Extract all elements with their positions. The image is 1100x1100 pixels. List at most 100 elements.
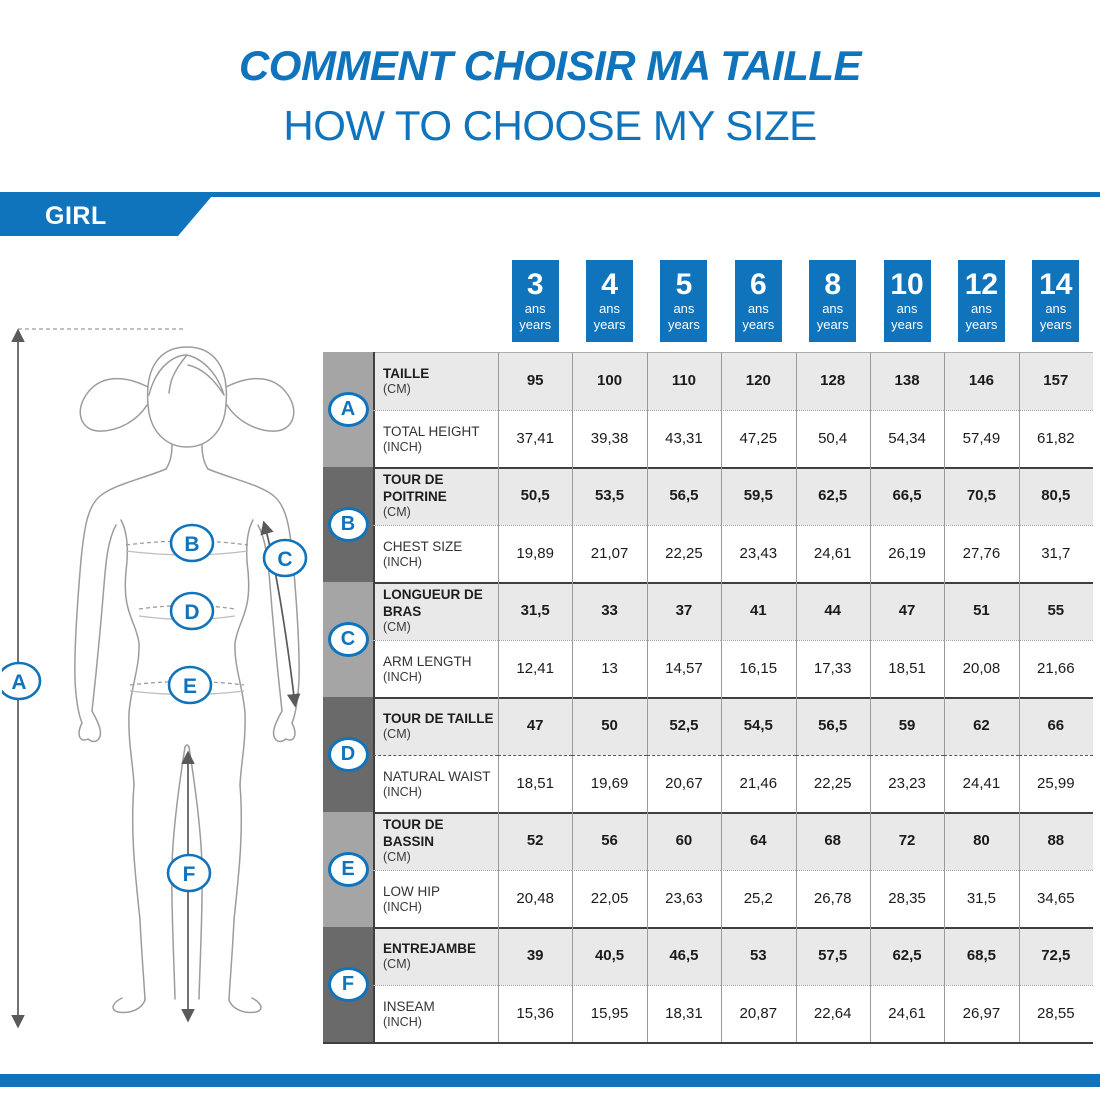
size-value-cm: 80 [944, 812, 1019, 870]
size-value-inch: 22,25 [646, 524, 722, 582]
figure-marker-f: F [166, 853, 212, 893]
size-value-inch: 28,35 [869, 869, 945, 927]
measurement-lines [18, 328, 249, 696]
size-value-cm: 70,5 [944, 467, 1019, 525]
figure-marker-e: E [167, 665, 213, 705]
size-value-inch: 18,51 [498, 754, 573, 812]
size-value-inch: 21,46 [721, 754, 796, 812]
age-badge: 5 ans years [660, 260, 708, 342]
measure-unit-en: (INCH) [383, 1014, 422, 1029]
size-value-cm: 80,5 [1018, 467, 1093, 525]
size-value-cm: 56,5 [795, 697, 870, 755]
measurement-arrows [11, 328, 301, 1029]
age-number: 14 [1039, 268, 1073, 301]
measure-label-en: NATURAL WAIST [383, 768, 491, 784]
letter-badge: A [327, 392, 369, 427]
body-figure: A B C D E F [2, 315, 322, 1045]
size-value-inch: 15,36 [498, 984, 573, 1042]
age-unit-fr: ans [970, 301, 992, 316]
size-value-inch: 14,57 [646, 639, 722, 697]
age-badge: 3 ans years [511, 260, 559, 342]
size-value-inch: 31,7 [1018, 524, 1093, 582]
size-value-inch: 19,89 [498, 524, 573, 582]
figure-marker-e-label: E [183, 675, 197, 698]
figure-marker-d-label: D [184, 601, 199, 624]
size-value-cm: 62,5 [869, 927, 945, 985]
age-number: 8 [824, 268, 842, 301]
size-value-cm: 47 [869, 582, 945, 640]
age-badge: 14 ans years [1032, 260, 1080, 342]
size-value-cm: 53 [721, 927, 796, 985]
age-unit-en: years [742, 317, 775, 332]
size-value-inch: 13 [572, 639, 647, 697]
letter-strip-cell: D [323, 697, 373, 812]
age-badge: 4 ans years [586, 260, 634, 342]
size-value-inch: 22,05 [572, 869, 647, 927]
measure-label-fr: TAILLE [383, 365, 430, 381]
size-value-inch: 27,76 [944, 524, 1019, 582]
age-number: 12 [964, 268, 999, 301]
size-value-cm: 64 [721, 812, 796, 870]
size-value-cm: 66,5 [869, 467, 945, 525]
measure-label-en: INSEAM [383, 998, 435, 1014]
size-value-inch: 20,87 [721, 984, 796, 1042]
age-unit-fr: ans [896, 301, 918, 316]
footer-bar [0, 1074, 1100, 1087]
size-value-inch: 15,95 [572, 984, 647, 1042]
size-value-cm: 59 [869, 697, 945, 755]
age-badge: 6 ans years [734, 260, 782, 342]
measure-label-fr: TOUR DE POITRINE [383, 472, 447, 505]
age-badge: 12 ans years [957, 260, 1005, 342]
age-unit-en: years [891, 317, 923, 332]
age-number: 4 [601, 268, 618, 301]
size-value-cm: 120 [721, 352, 796, 410]
age-badge: 10 ans years [883, 260, 931, 342]
size-value-cm: 55 [1018, 582, 1093, 640]
age-unit-en: years [668, 317, 700, 332]
letter-badge: F [327, 967, 369, 1002]
measure-label-en-cell: INSEAM (INCH) [373, 984, 498, 1042]
size-value-inch: 20,48 [498, 869, 573, 927]
size-table: A TAILLE (CM) 95 100 110 120 128 138 146 157 TOTAL … [323, 352, 1093, 1044]
size-value-inch: 24,61 [869, 984, 945, 1042]
size-value-inch: 47,25 [721, 409, 796, 467]
measure-label-en-cell: CHEST SIZE (INCH) [373, 524, 498, 582]
figure-marker-b-label: B [184, 533, 199, 556]
letter-badge: C [327, 622, 369, 657]
size-value-cm: 33 [572, 582, 647, 640]
size-value-cm: 72,5 [1018, 927, 1093, 985]
size-value-cm: 50,5 [498, 467, 573, 525]
size-value-inch: 18,51 [869, 639, 945, 697]
size-value-cm: 31,5 [498, 582, 573, 640]
size-value-cm: 60 [646, 812, 722, 870]
size-value-inch: 37,41 [498, 409, 573, 467]
size-value-inch: 16,15 [721, 639, 796, 697]
measure-label-en: LOW HIP [383, 883, 441, 899]
size-value-cm: 66 [1018, 697, 1093, 755]
size-value-inch: 23,43 [721, 524, 796, 582]
size-value-cm: 100 [572, 352, 647, 410]
size-value-inch: 20,67 [646, 754, 722, 812]
size-value-cm: 46,5 [646, 927, 722, 985]
measure-label-en-cell: ARM LENGTH (INCH) [373, 639, 498, 697]
arm-length-arrow [260, 520, 301, 708]
measure-unit-fr: (CM) [383, 956, 411, 971]
size-value-cm: 52 [498, 812, 573, 870]
size-value-cm: 54,5 [721, 697, 796, 755]
letter-strip-cell: C [323, 582, 373, 697]
girl-silhouette-illustration: A B C D E F [2, 328, 308, 1029]
age-unit-fr: ans [673, 301, 695, 316]
age-unit-fr: ans [747, 301, 769, 316]
girl-banner-label: GIRL [45, 202, 107, 230]
measure-label-fr-cell: TAILLE (CM) [373, 352, 498, 410]
age-unit-fr: ans [599, 301, 621, 316]
size-value-cm: 47 [498, 697, 573, 755]
measure-label-fr-cell: TOUR DE POITRINE (CM) [373, 467, 498, 525]
size-value-cm: 110 [646, 352, 722, 410]
measure-label-en: TOTAL HEIGHT [383, 423, 480, 439]
measure-label-fr: TOUR DE TAILLE [383, 710, 494, 726]
measure-unit-en: (INCH) [383, 669, 422, 684]
measure-label-en-cell: TOTAL HEIGHT (INCH) [373, 409, 498, 467]
size-value-inch: 39,38 [572, 409, 647, 467]
size-value-inch: 25,99 [1018, 754, 1093, 812]
